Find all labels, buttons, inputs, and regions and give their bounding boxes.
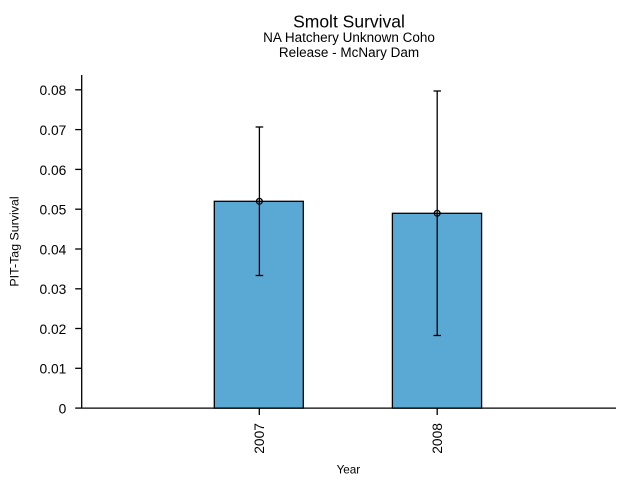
svg-text:0.07: 0.07 bbox=[39, 123, 66, 138]
svg-text:Year: Year bbox=[337, 463, 361, 476]
svg-text:PIT-Tag Survival: PIT-Tag Survival bbox=[7, 196, 21, 286]
svg-text:0.08: 0.08 bbox=[39, 83, 66, 98]
svg-text:0.02: 0.02 bbox=[39, 322, 66, 337]
svg-text:0.01: 0.01 bbox=[39, 362, 66, 377]
svg-text:0.05: 0.05 bbox=[39, 203, 66, 218]
svg-text:0.03: 0.03 bbox=[39, 282, 66, 297]
svg-text:2007: 2007 bbox=[252, 423, 267, 454]
svg-text:2008: 2008 bbox=[430, 423, 445, 454]
svg-text:0: 0 bbox=[59, 402, 67, 417]
svg-text:Smolt Survival: Smolt Survival bbox=[293, 11, 405, 31]
svg-text:NA Hatchery Unknown Coho: NA Hatchery Unknown Coho bbox=[263, 30, 435, 45]
svg-text:0.04: 0.04 bbox=[39, 242, 66, 257]
svg-text:0.06: 0.06 bbox=[39, 163, 66, 178]
svg-text:Release - McNary Dam: Release - McNary Dam bbox=[279, 45, 419, 60]
